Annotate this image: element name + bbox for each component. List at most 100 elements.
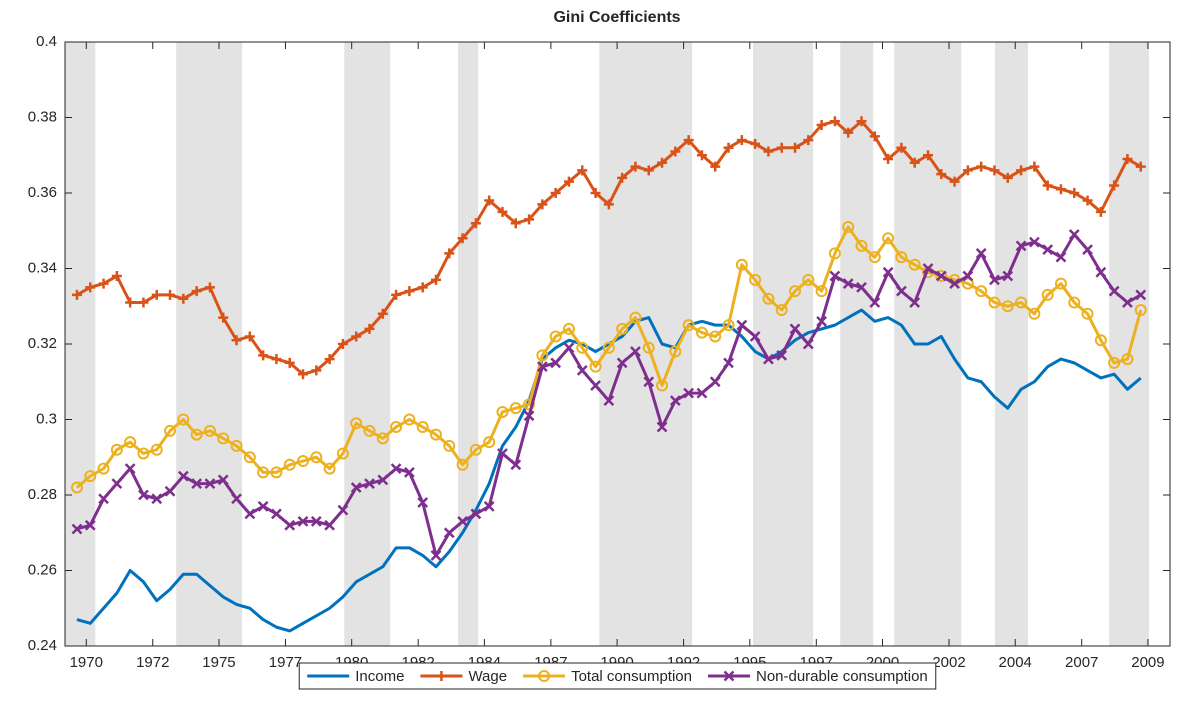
marker xyxy=(1135,161,1146,172)
marker xyxy=(896,142,907,153)
marker xyxy=(536,349,549,362)
marker-shape xyxy=(97,462,110,475)
marker xyxy=(204,282,215,293)
marker xyxy=(417,497,429,508)
legend-item: Income xyxy=(307,668,404,685)
marker-shape xyxy=(723,670,735,682)
recession-band xyxy=(752,42,814,646)
marker-shape xyxy=(190,428,203,441)
marker-shape xyxy=(71,523,83,535)
marker-shape xyxy=(856,281,867,293)
marker xyxy=(443,527,455,539)
marker-shape xyxy=(523,410,535,422)
marker xyxy=(350,417,363,430)
marker xyxy=(736,135,747,146)
marker-shape xyxy=(816,315,827,327)
marker xyxy=(975,248,987,259)
marker xyxy=(71,523,83,535)
marker xyxy=(789,285,802,298)
marker xyxy=(696,387,708,399)
marker xyxy=(1041,288,1054,301)
marker-shape xyxy=(949,176,960,187)
marker-shape xyxy=(549,330,562,343)
marker-shape xyxy=(590,380,601,391)
marker xyxy=(1082,244,1093,256)
marker xyxy=(843,127,854,138)
marker xyxy=(816,315,827,327)
marker xyxy=(563,176,574,187)
marker-shape xyxy=(868,251,881,264)
marker-shape xyxy=(483,500,495,512)
marker-shape xyxy=(670,146,681,157)
marker-shape xyxy=(404,466,415,478)
marker-shape xyxy=(165,289,176,300)
marker-shape xyxy=(377,308,388,319)
marker xyxy=(510,218,521,229)
marker-shape xyxy=(470,508,482,520)
marker xyxy=(868,251,881,264)
marker xyxy=(949,176,960,187)
marker xyxy=(376,432,389,445)
marker-shape xyxy=(683,135,694,146)
marker-shape xyxy=(949,278,960,289)
marker xyxy=(802,338,814,350)
marker xyxy=(776,349,788,361)
marker xyxy=(138,489,149,501)
marker xyxy=(803,135,814,146)
marker xyxy=(696,150,707,161)
marker-shape xyxy=(124,463,136,474)
marker-shape xyxy=(469,443,482,456)
marker-shape xyxy=(762,292,775,305)
marker xyxy=(1069,188,1080,198)
marker-shape xyxy=(403,413,416,426)
marker-shape xyxy=(883,154,894,165)
marker xyxy=(856,281,867,293)
marker-shape xyxy=(962,165,973,176)
marker-shape xyxy=(789,285,802,298)
marker-shape xyxy=(975,285,988,298)
marker-shape xyxy=(843,127,854,138)
marker-shape xyxy=(430,550,442,561)
marker-shape xyxy=(98,278,109,289)
marker xyxy=(935,270,948,283)
marker-shape xyxy=(683,387,695,399)
marker-shape xyxy=(497,206,508,217)
marker xyxy=(735,258,748,271)
marker-shape xyxy=(722,319,735,332)
marker xyxy=(949,278,960,289)
marker xyxy=(537,199,548,210)
marker xyxy=(683,387,695,399)
marker xyxy=(550,188,561,198)
marker-shape xyxy=(376,432,389,445)
marker xyxy=(643,376,655,388)
marker xyxy=(576,341,589,354)
marker xyxy=(323,462,336,475)
y-tick-label: 0.3 xyxy=(36,410,57,427)
marker-shape xyxy=(324,354,335,365)
marker-shape xyxy=(191,478,203,490)
marker-shape xyxy=(350,417,363,430)
marker xyxy=(1122,154,1133,165)
marker xyxy=(430,274,441,285)
marker-shape xyxy=(1121,353,1134,366)
marker-shape xyxy=(337,339,348,349)
marker-shape xyxy=(602,341,615,354)
marker xyxy=(908,258,921,271)
marker-shape xyxy=(244,508,256,520)
legend-label: Non-durable consumption xyxy=(756,668,928,685)
marker xyxy=(203,424,216,437)
marker xyxy=(1042,180,1053,191)
marker-shape xyxy=(776,349,788,361)
marker-shape xyxy=(230,439,243,452)
marker-shape xyxy=(430,274,441,285)
marker-shape xyxy=(111,478,123,490)
marker-shape xyxy=(1002,270,1014,282)
marker xyxy=(1134,304,1147,317)
marker xyxy=(789,323,801,335)
marker-shape xyxy=(1109,180,1120,191)
marker xyxy=(324,354,335,365)
marker xyxy=(643,165,654,176)
marker-shape xyxy=(735,258,748,271)
marker-shape xyxy=(1041,288,1054,301)
marker xyxy=(523,410,535,422)
